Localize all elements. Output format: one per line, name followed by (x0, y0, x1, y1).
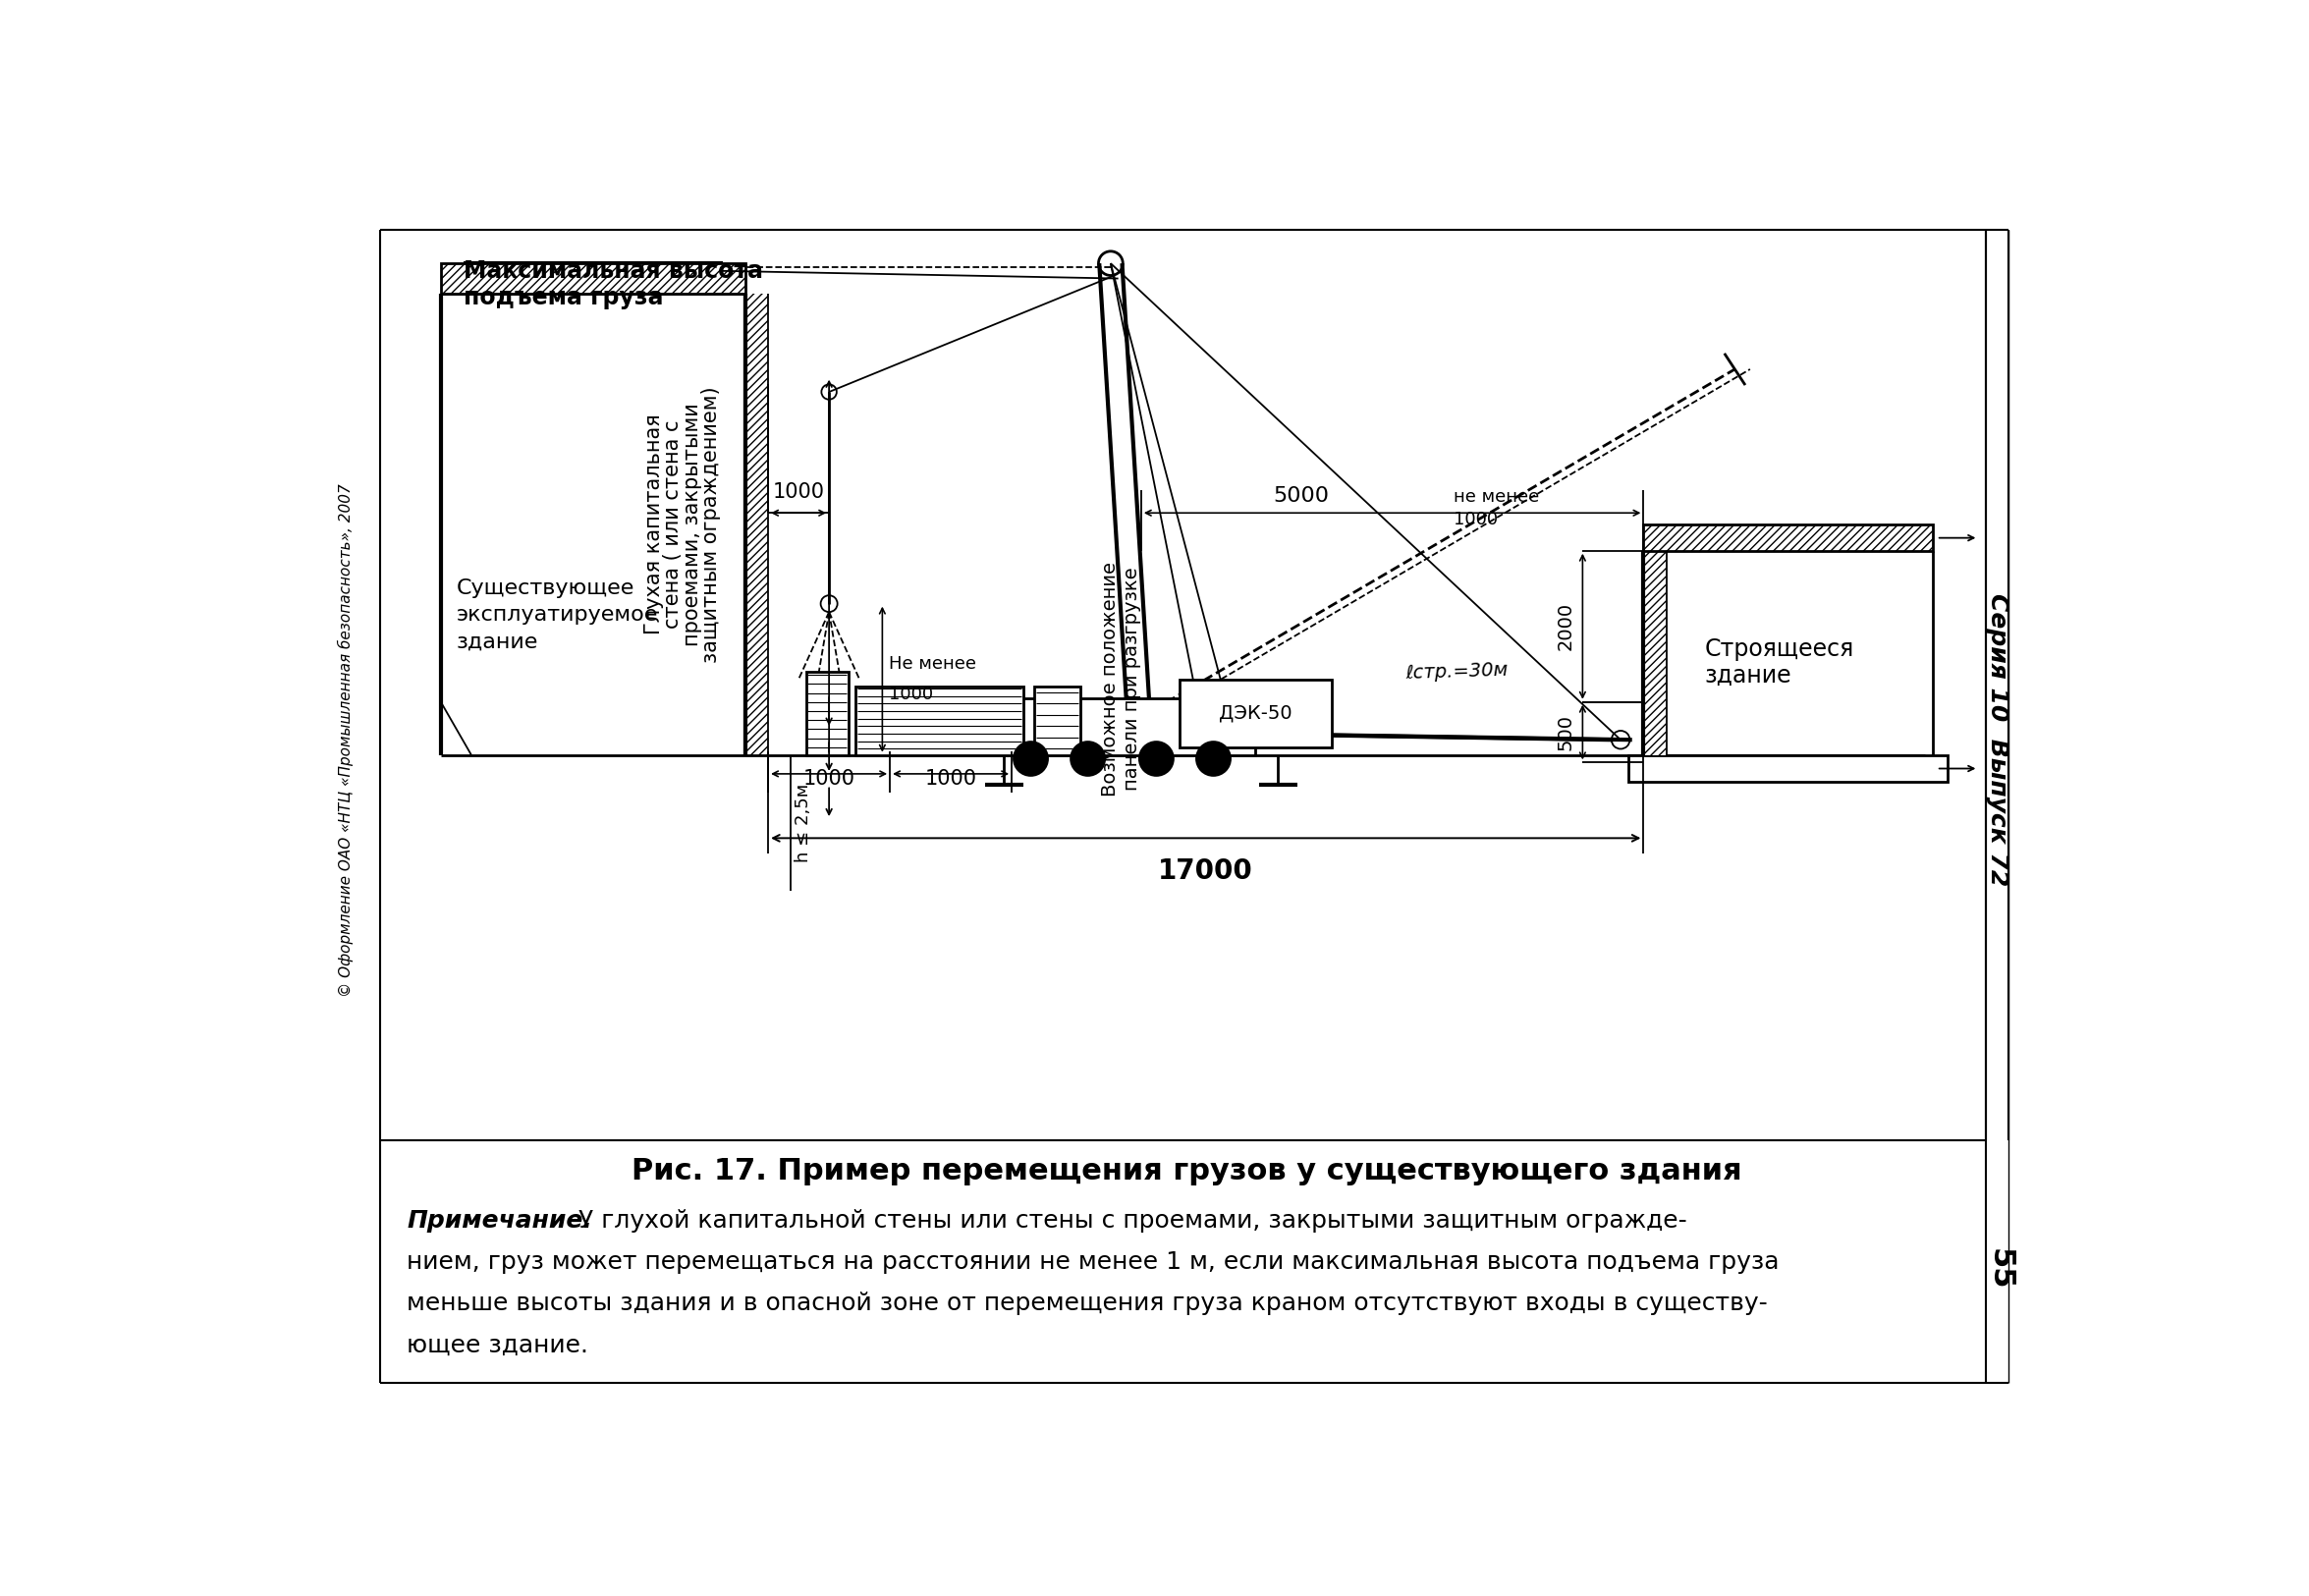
Text: Примечание.: Примечание. (406, 1208, 591, 1232)
Circle shape (1014, 742, 1048, 776)
Text: ДЭК-50: ДЭК-50 (1219, 704, 1293, 723)
Text: У глухой капитальной стены или стены с проемами, закрытыми защитным огражде-: У глухой капитальной стены или стены с п… (570, 1208, 1686, 1232)
Text: 55: 55 (1986, 1248, 2013, 1290)
Text: 1000: 1000 (926, 769, 977, 788)
Bar (988, 697, 1256, 755)
Bar (1628, 755, 1949, 782)
Text: защитным ограждением): защитным ограждением) (702, 386, 720, 662)
Text: ℓстр.=30м: ℓстр.=30м (1406, 661, 1508, 683)
Bar (1180, 680, 1332, 747)
Text: 1000: 1000 (889, 686, 933, 704)
Bar (857, 686, 1023, 755)
Text: здание: здание (457, 632, 538, 651)
Text: h ≤ 2,5м: h ≤ 2,5м (794, 784, 813, 862)
Text: стена ( или стена с: стена ( или стена с (663, 420, 683, 629)
Text: меньше высоты здания и в опасной зоне от перемещения груза краном отсутствуют вх: меньше высоты здания и в опасной зоне от… (406, 1291, 1769, 1315)
Bar (1034, 686, 1081, 755)
Circle shape (1196, 742, 1231, 776)
Bar (441, 263, 746, 294)
Text: Глухая капитальная: Глухая капитальная (644, 413, 663, 635)
Bar (806, 672, 847, 755)
Text: Максимальная высота: Максимальная высота (464, 259, 764, 282)
Text: Возможное положение: Возможное положение (1101, 562, 1120, 796)
Text: не менее: не менее (1452, 488, 1538, 506)
Text: эксплуатируемое: эксплуатируемое (457, 605, 658, 626)
Text: 1000: 1000 (774, 482, 824, 501)
Text: 17000: 17000 (1159, 857, 1254, 884)
Bar (746, 294, 769, 755)
Text: Серия 10  Выпуск 72: Серия 10 Выпуск 72 (1986, 594, 2009, 886)
Text: 2000: 2000 (1556, 602, 1575, 651)
Text: подъема груза: подъема груза (464, 286, 663, 310)
Bar (1644, 551, 1667, 755)
Text: © Оформление ОАО «НТЦ «Промышленная безопасность», 2007: © Оформление ОАО «НТЦ «Промышленная безо… (337, 484, 353, 996)
Text: здание: здание (1704, 664, 1792, 688)
Text: проемами, закрытыми: проемами, закрытыми (681, 402, 702, 646)
Text: ющее здание.: ющее здание. (406, 1334, 589, 1357)
Text: панели при разгрузке: панели при разгрузке (1122, 568, 1141, 792)
Text: нием, груз может перемещаться на расстоянии не менее 1 м, если максимальная высо: нием, груз может перемещаться на расстоя… (406, 1250, 1780, 1274)
Text: Существующее: Существующее (457, 579, 635, 598)
Text: Рис. 17. Пример перемещения грузов у существующего здания: Рис. 17. Пример перемещения грузов у сущ… (633, 1157, 1741, 1186)
Text: Строящееся: Строящееся (1704, 637, 1854, 661)
Circle shape (1071, 742, 1104, 776)
Text: 1000: 1000 (804, 769, 854, 788)
Circle shape (1141, 742, 1173, 776)
Text: 5000: 5000 (1272, 485, 1330, 506)
Text: 500: 500 (1556, 713, 1575, 750)
Bar (1644, 523, 1933, 551)
Text: 1000: 1000 (1452, 511, 1499, 528)
Text: Не менее: Не менее (889, 656, 977, 674)
